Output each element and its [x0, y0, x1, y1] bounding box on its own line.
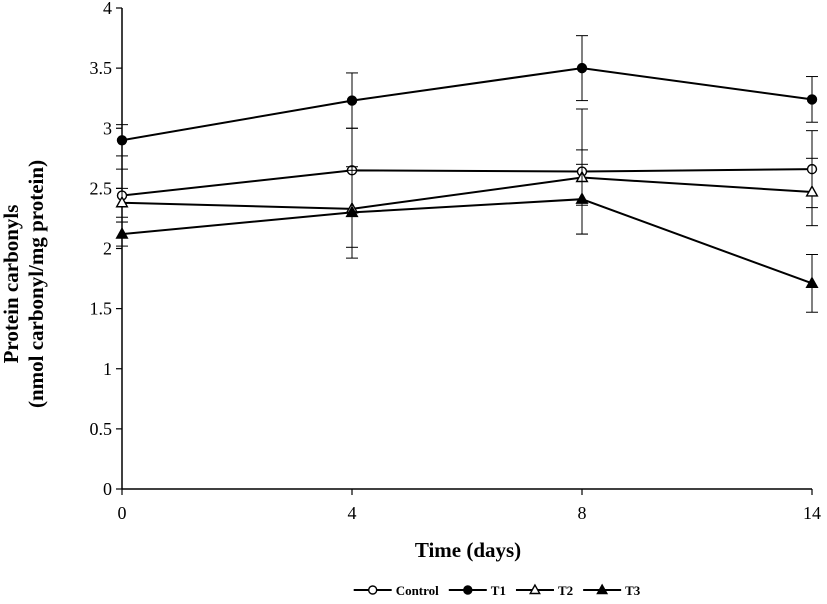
data-point-t2 — [115, 195, 129, 208]
x-axis-title: Time (days) — [415, 538, 521, 562]
y-axis-title-group: Protein carbonyls (nmol carbonyl/mg prot… — [0, 160, 48, 408]
y-tick-label: 2 — [103, 239, 112, 259]
series-line-control — [121, 168, 813, 197]
series-t3 — [115, 163, 819, 313]
legend-marker — [529, 583, 541, 595]
legend-label: T2 — [558, 583, 573, 598]
series-layer — [115, 35, 819, 313]
y-tick-label: 3 — [103, 118, 112, 138]
series-t2 — [115, 149, 819, 248]
y-tick-label: 4 — [103, 0, 112, 18]
data-point-t2 — [805, 184, 819, 197]
x-tick-label: 8 — [578, 503, 587, 523]
chart-axes — [121, 8, 812, 490]
data-point-t3 — [345, 205, 359, 218]
legend-item-t3: T3 — [583, 583, 641, 598]
x-tick-label: 0 — [118, 503, 127, 523]
legend-item-t2: T2 — [515, 583, 573, 598]
y-tick-label: 1.5 — [90, 299, 113, 319]
series-line-t3 — [121, 198, 813, 285]
series-line-t2 — [121, 176, 813, 210]
legend-marker — [367, 585, 378, 595]
y-tick-label: 1 — [103, 359, 112, 379]
data-point-t3 — [575, 192, 589, 204]
y-tick-label: 0.5 — [90, 419, 113, 439]
data-point-t3 — [805, 276, 819, 289]
y-axis-ticks: 0 0.5 1 1.5 2 2.5 3 3.5 4 — [90, 0, 122, 499]
data-point-t3 — [115, 227, 129, 239]
data-point-t1 — [576, 62, 588, 74]
legend-label: T3 — [625, 583, 641, 598]
legend-item-t1: T1 — [448, 583, 506, 598]
legend-item-control: Control — [353, 583, 439, 598]
legend-marker — [596, 583, 609, 595]
y-tick-label: 2.5 — [90, 178, 113, 198]
y-axis-title-line2: (nmol carbonyl/mg protein) — [24, 160, 48, 408]
y-axis-title-line1: Protein carbonyls — [0, 205, 23, 364]
x-tick-label: 4 — [348, 503, 357, 523]
y-tick-label: 3.5 — [90, 58, 113, 78]
series-control — [116, 108, 818, 235]
x-tick-label: 14 — [803, 503, 821, 523]
legend-marker — [463, 585, 473, 595]
y-tick-label: 0 — [103, 479, 112, 499]
legend-label: T1 — [491, 583, 506, 598]
data-point-t1 — [806, 94, 818, 105]
legend-label: Control — [396, 583, 439, 598]
series-line-t1 — [121, 67, 813, 142]
x-axis-ticks: 0 4 8 14 — [118, 489, 821, 523]
legend: Control T1 T2 T3 — [353, 583, 641, 598]
data-point-t1 — [346, 95, 358, 106]
series-t1 — [116, 35, 818, 157]
data-point-t1 — [116, 135, 128, 146]
